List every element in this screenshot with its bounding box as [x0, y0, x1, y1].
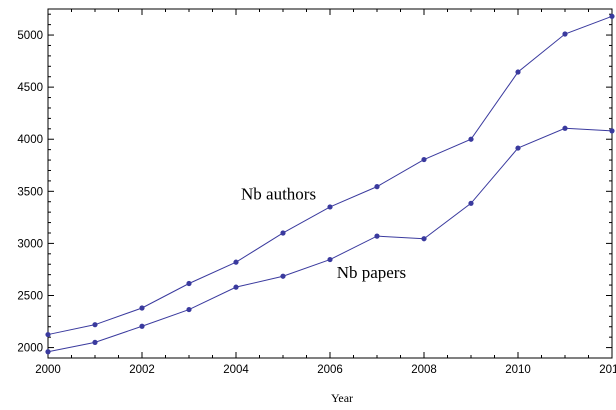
x-tick-label: 2010: [505, 364, 531, 376]
x-tick-label: 2004: [223, 364, 249, 376]
data-point: [515, 145, 521, 151]
plot-frame: [47, 8, 613, 359]
data-point: [139, 323, 145, 329]
y-tick-label: 2500: [17, 290, 43, 302]
series-annotation: Nb authors: [241, 185, 316, 204]
data-point: [233, 284, 239, 290]
data-point: [92, 339, 98, 345]
data-point: [280, 273, 286, 279]
y-tick-label: 3000: [17, 238, 43, 250]
data-point: [280, 230, 286, 236]
y-tick-label: 3500: [17, 186, 43, 198]
series-annotation: Nb papers: [337, 263, 406, 282]
y-tick-label: 4000: [17, 134, 43, 146]
data-point: [468, 136, 474, 142]
series-line-papers: [47, 127, 613, 353]
data-point: [45, 349, 51, 355]
y-tick-label: 2000: [17, 343, 43, 355]
data-point: [92, 322, 98, 328]
x-tick-label: 2008: [411, 364, 437, 376]
data-point: [327, 256, 333, 263]
data-point: [515, 69, 521, 75]
data-point: [562, 31, 568, 37]
data-point: [468, 200, 474, 206]
data-point: [609, 128, 615, 134]
annotation-layer: Nb authors Nb papers: [241, 185, 406, 282]
data-point: [374, 184, 380, 190]
x-tick-label: 2006: [317, 364, 343, 376]
y-tick-label: 4500: [17, 82, 43, 94]
y-axis-ticks: 2000 2500 3000 3500 4000 4500 5000: [17, 13, 612, 359]
data-point: [562, 125, 568, 131]
data-point: [327, 204, 333, 210]
x-axis-title: Year: [331, 391, 353, 405]
data-point: [186, 306, 192, 313]
data-point: [233, 259, 239, 265]
data-point: [421, 236, 427, 242]
data-point: [374, 233, 380, 239]
data-point: [421, 156, 427, 163]
data-point: [139, 305, 145, 311]
x-tick-label: 2000: [35, 364, 61, 376]
series-layer: [45, 13, 615, 355]
x-tick-label: 2002: [129, 364, 155, 376]
data-point: [609, 13, 615, 19]
data-point: [45, 331, 51, 338]
series-line-authors: [47, 15, 613, 336]
y-tick-label: 5000: [17, 30, 43, 42]
data-point: [186, 280, 192, 287]
